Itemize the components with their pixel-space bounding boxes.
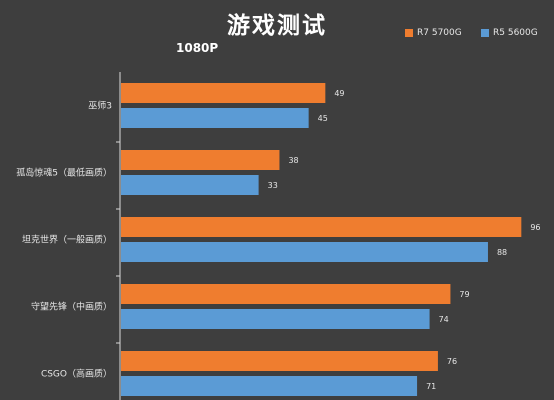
data-label: 71 (426, 382, 436, 391)
bar (121, 242, 488, 262)
data-label: 38 (288, 156, 298, 165)
legend-label-r5: R5 5600G (493, 28, 538, 38)
category-label: 守望先锋（中画质） (31, 301, 112, 313)
data-label: 96 (530, 223, 540, 232)
bar (121, 351, 438, 371)
category-label: CSGO（高画质） (41, 368, 112, 380)
bar (121, 108, 309, 128)
data-label: 45 (318, 114, 328, 123)
chart-title: 游戏测试 (227, 13, 327, 39)
category-label: 孤岛惊魂5（最低画质） (16, 167, 112, 179)
bar (121, 83, 326, 103)
legend-label-r7: R7 5700G (417, 28, 462, 38)
category-label: 坦克世界（一般画质） (22, 234, 112, 246)
bar (121, 309, 430, 329)
bar (121, 217, 522, 237)
bar (121, 150, 280, 170)
data-label: 79 (459, 290, 469, 299)
data-label: 49 (334, 89, 344, 98)
data-label: 33 (268, 181, 278, 190)
bar (121, 284, 451, 304)
bar (121, 175, 259, 195)
data-label: 74 (439, 315, 449, 324)
legend-item-r5: R5 5600G (481, 28, 538, 38)
bar (121, 376, 418, 396)
data-label: 88 (497, 248, 507, 257)
chart-subtitle: 1080P (176, 41, 219, 55)
data-label: 76 (447, 357, 457, 366)
category-label: 巫师3 (88, 100, 112, 112)
legend-swatch-r7 (405, 29, 413, 37)
legend-swatch-r5 (481, 29, 489, 37)
legend-item-r7: R7 5700G (405, 28, 462, 38)
